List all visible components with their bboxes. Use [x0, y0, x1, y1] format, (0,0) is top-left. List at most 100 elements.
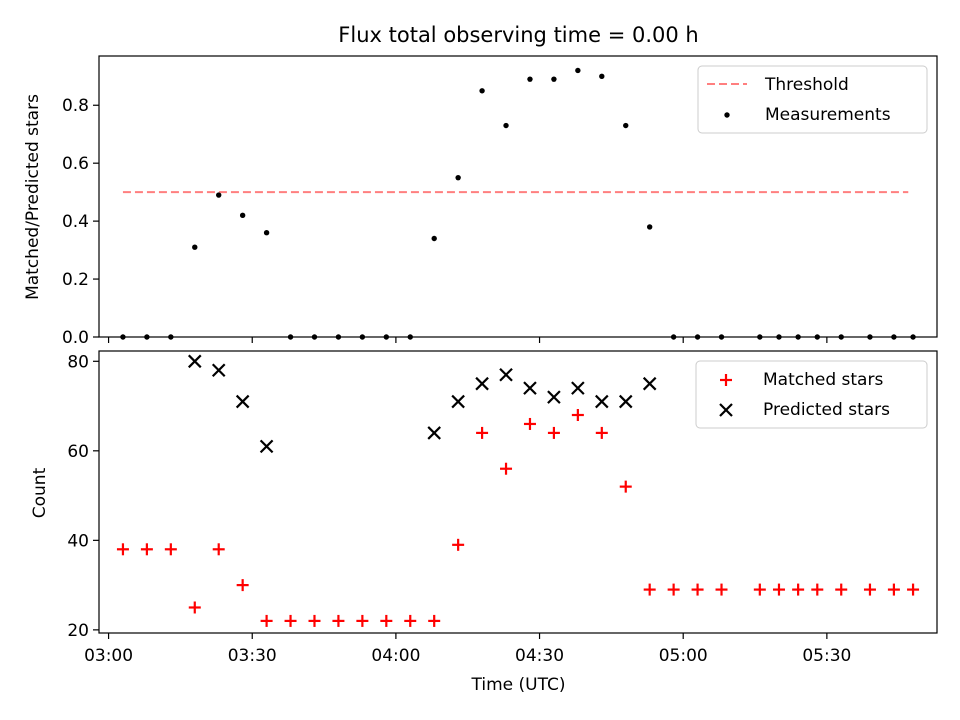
top-y-axis-label: Matched/Predicted stars	[23, 94, 43, 300]
measurement-point	[527, 76, 533, 82]
legend-threshold-label: Threshold	[764, 75, 849, 95]
legend-predicted-swatch	[719, 403, 733, 417]
measurement-point	[431, 235, 437, 242]
predicted-star-point	[595, 394, 609, 409]
measurement-point	[623, 122, 629, 129]
predicted-star-point	[211, 363, 226, 378]
matched-star-point	[260, 614, 273, 627]
measurement-point	[503, 122, 509, 129]
matched-star-point	[212, 543, 225, 556]
matched-star-point	[116, 543, 129, 556]
matched-star-point	[380, 614, 393, 627]
matched-star-point	[792, 583, 805, 596]
matched-star-point	[523, 417, 536, 430]
matched-star-point	[691, 583, 704, 596]
x-tick-label: 03:30	[228, 646, 277, 666]
matched-star-point	[476, 426, 489, 439]
matched-star-point	[500, 462, 513, 475]
matched-star-point	[715, 583, 728, 596]
bottom-y-tick-label: 80	[67, 352, 89, 372]
matched-star-point	[308, 614, 321, 627]
legend-measurements-swatch	[724, 112, 730, 118]
bottom-y-tick-label: 60	[67, 442, 89, 462]
top-y-ticks: 0.0 0.2 0.4 0.6 0.8	[62, 96, 99, 348]
matched-star-point	[772, 583, 785, 596]
measurement-point	[575, 67, 581, 74]
top-y-tick-label: 0.2	[62, 270, 89, 290]
top-legend-box	[697, 65, 928, 134]
matched-star-point	[332, 614, 345, 627]
bottom-axes-frame	[98, 350, 938, 634]
top-x-ticks	[107, 337, 828, 343]
measurement-point	[263, 230, 270, 236]
x-tick-label: 05:30	[802, 646, 851, 666]
measurement-point	[455, 174, 461, 181]
predicted-star-point	[499, 367, 513, 382]
predicted-star-point	[187, 354, 202, 369]
bottom-panel: Count 20 40 60 80 03:00 03:30 04:00 04:30 05:00…	[30, 350, 938, 666]
matched-star-point	[643, 583, 656, 596]
bottom-y-axis-label: Count	[30, 467, 50, 518]
measurement-point	[551, 76, 557, 82]
bottom-plot-area	[116, 354, 920, 627]
matched-star-point	[887, 583, 900, 596]
top-axes-frame	[98, 55, 938, 338]
x-tick-label: 05:00	[659, 646, 708, 666]
matched-star-point	[428, 614, 441, 627]
top-y-tick-label: 0.4	[62, 212, 89, 232]
measurement-point	[239, 212, 246, 219]
bottom-y-ticks: 20 40 60 80	[67, 352, 99, 641]
matched-star-point	[619, 480, 632, 493]
predicted-star-point	[451, 394, 465, 409]
measurement-point	[216, 192, 222, 198]
matched-star-point	[236, 579, 249, 592]
predicted-star-point	[235, 394, 250, 409]
matched-star-point	[811, 583, 824, 596]
predicted-star-point	[523, 381, 537, 395]
top-y-tick-label: 0.0	[62, 328, 89, 348]
matched-star-point	[188, 601, 201, 614]
matched-star-point	[356, 614, 369, 627]
matched-star-point	[667, 583, 680, 596]
matched-star-point	[595, 426, 608, 439]
predicted-star-point	[475, 376, 489, 391]
matched-star-point	[835, 583, 848, 596]
measurement-point	[192, 244, 198, 250]
measurement-point	[599, 73, 605, 79]
matched-star-point	[547, 426, 560, 439]
x-tick-label: 04:00	[371, 646, 420, 666]
matched-star-point	[164, 543, 177, 556]
chart-title: Flux total observing time = 0.00 h	[338, 23, 698, 47]
matched-star-point	[404, 614, 417, 627]
measurement-point	[479, 88, 485, 94]
bottom-legend: Matched stars Predicted stars	[695, 360, 928, 429]
predicted-star-point	[547, 390, 561, 404]
bottom-x-ticks: 03:00 03:30 04:00 04:30 05:00 05:30	[84, 633, 851, 666]
bottom-legend-box	[695, 360, 928, 429]
matched-star-point	[907, 583, 920, 596]
matched-star-point	[140, 543, 153, 556]
matched-star-point	[863, 583, 876, 596]
top-panel: Matched/Predicted stars 0.00.20.40.60.8 …	[23, 55, 938, 348]
legend-matched-swatch	[720, 374, 732, 386]
predicted-star-point	[571, 381, 585, 395]
measurement-point	[646, 224, 653, 230]
predicted-star-point	[427, 426, 441, 440]
bottom-y-tick-label: 20	[67, 621, 89, 641]
predicted-star-point	[259, 439, 274, 454]
matched-star-point	[571, 409, 584, 422]
predicted-star-point	[642, 376, 657, 391]
top-y-tick-label: 0.8	[62, 96, 89, 116]
legend-measurements-label: Measurements	[765, 105, 891, 125]
x-tick-label: 03:00	[84, 646, 133, 666]
predicted-star-point	[618, 394, 633, 409]
top-legend: Threshold Measurements	[697, 65, 928, 134]
matched-star-point	[452, 538, 465, 551]
matched-star-point	[284, 614, 297, 627]
top-y-tick-label: 0.6	[62, 154, 89, 174]
legend-matched-label: Matched stars	[763, 370, 883, 390]
x-tick-label: 04:30	[515, 646, 564, 666]
x-axis-label: Time (UTC)	[471, 675, 566, 695]
legend-predicted-label: Predicted stars	[763, 400, 890, 420]
